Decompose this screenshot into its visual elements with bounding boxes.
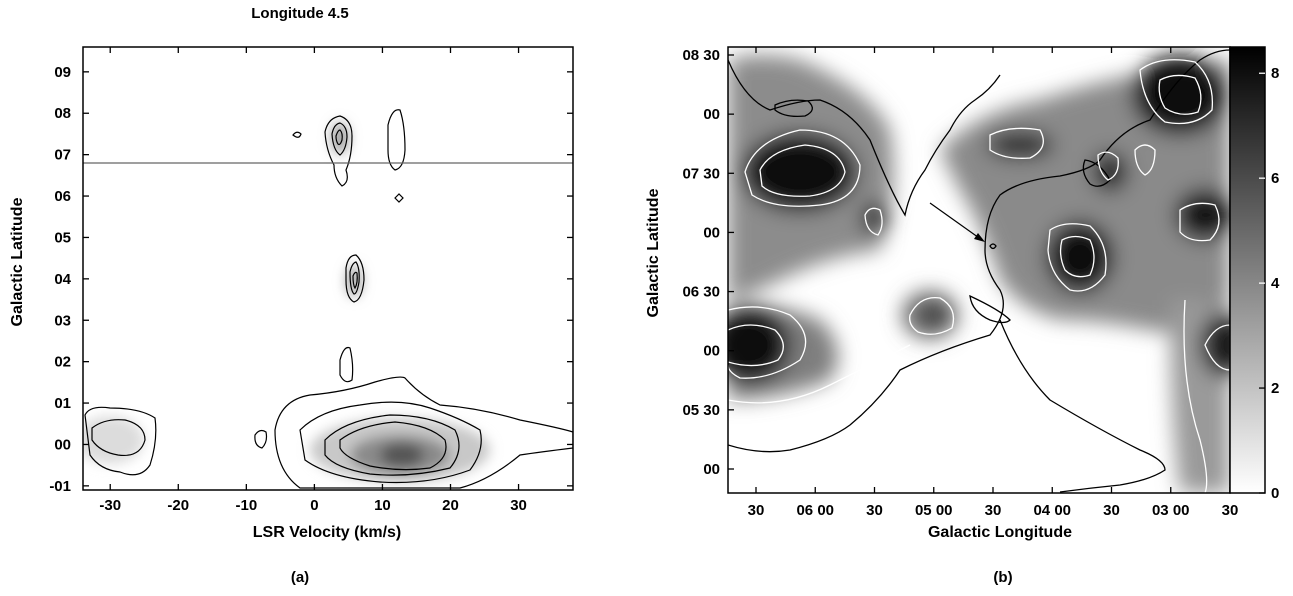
a-y-tick-label: 07 <box>54 147 71 164</box>
panel-b-xlabel: Galactic Longitude <box>928 524 1072 541</box>
panel-a-y-axis: -01 00 01 02 03 04 05 06 07 08 09 <box>49 64 573 495</box>
panel-a-plot-area <box>83 47 573 490</box>
b-y-tick-label: 07 30 <box>682 165 720 182</box>
panel-b: 30 06 00 30 05 00 30 04 00 30 03 00 30 08 300007… <box>645 46 1280 586</box>
b-y-tick-label: 05 30 <box>682 402 720 419</box>
a-x-tick-label: 30 <box>510 497 527 514</box>
b-x-tick-label: 30 <box>985 502 1002 519</box>
colorbar: 0 2 4 6 8 <box>1229 46 1280 502</box>
a-y-tick-label: 05 <box>54 229 71 246</box>
b-y-tick-label: 00 <box>703 224 720 241</box>
arrow-annotation <box>929 202 985 242</box>
panel-b-caption: (b) <box>993 569 1012 586</box>
panel-a-title: Longitude 4.5 <box>251 5 349 22</box>
a-y-tick-label: 04 <box>54 271 71 288</box>
b-x-tick-label: 30 <box>1103 502 1120 519</box>
panel-b-ylabel: Galactic Latitude <box>645 188 662 317</box>
a-x-tick-label: -30 <box>99 497 121 514</box>
a-x-tick-label: -10 <box>235 497 257 514</box>
b-y-tick-label: 00 <box>703 343 720 360</box>
colorbar-tick-label: 8 <box>1271 65 1279 82</box>
a-x-tick-label: 20 <box>442 497 459 514</box>
colorbar-tick-label: 0 <box>1271 485 1279 502</box>
a-y-tick-label: 03 <box>54 312 71 329</box>
panel-a-xlabel: LSR Velocity (km/s) <box>253 524 402 541</box>
a-y-tick-label: 01 <box>54 395 71 412</box>
b-x-tick-label: 05 00 <box>915 502 953 519</box>
colorbar-tick-label: 2 <box>1271 380 1279 397</box>
b-y-tick-label: 06 30 <box>682 284 720 301</box>
b-x-tick-label: 30 <box>1222 502 1239 519</box>
colorbar-ticks: 0 2 4 6 8 <box>1259 65 1280 502</box>
a-y-tick-label: 09 <box>54 64 71 81</box>
a-y-tick-label: 06 <box>54 188 71 205</box>
a-y-tick-label: -01 <box>49 478 71 495</box>
colorbar-tick-label: 4 <box>1271 275 1280 292</box>
panel-a-caption: (a) <box>291 569 309 586</box>
panel-a-frame <box>82 46 574 491</box>
panel-b-x-axis: 30 06 00 30 05 00 30 04 00 30 03 00 30 <box>748 47 1239 519</box>
panel-a-contours <box>84 109 573 489</box>
panel-a-ylabel: Galactic Latitude <box>9 197 26 326</box>
b-x-tick-label: 30 <box>866 502 883 519</box>
a-x-tick-label: 0 <box>310 497 318 514</box>
panel-b-contours <box>728 49 1230 493</box>
a-x-tick-label: -20 <box>167 497 189 514</box>
colorbar-gradient <box>1229 46 1266 494</box>
b-y-tick-label: 00 <box>703 106 720 123</box>
panel-b-y-axis: 08 30 00 07 30 00 06 30 00 05 30 00 <box>682 47 734 478</box>
panel-b-plot-area <box>728 47 1230 493</box>
a-y-tick-label: 00 <box>54 436 71 453</box>
b-x-tick-label: 30 <box>748 502 765 519</box>
panel-a: Longitude 4.5 <box>9 5 574 586</box>
panel-a-x-axis: -30 -20 -10 0 10 20 30 <box>99 47 527 514</box>
a-x-tick-label: 10 <box>374 497 391 514</box>
colorbar-tick-label: 6 <box>1271 170 1279 187</box>
b-x-tick-label: 04 00 <box>1033 502 1071 519</box>
b-x-tick-label: 06 00 <box>796 502 834 519</box>
a-y-tick-label: 08 <box>54 105 71 122</box>
b-y-tick-label: 08 30 <box>682 47 720 64</box>
a-y-tick-label: 02 <box>54 354 71 371</box>
b-y-tick-label: 00 <box>703 461 720 478</box>
b-x-tick-label: 03 00 <box>1152 502 1190 519</box>
